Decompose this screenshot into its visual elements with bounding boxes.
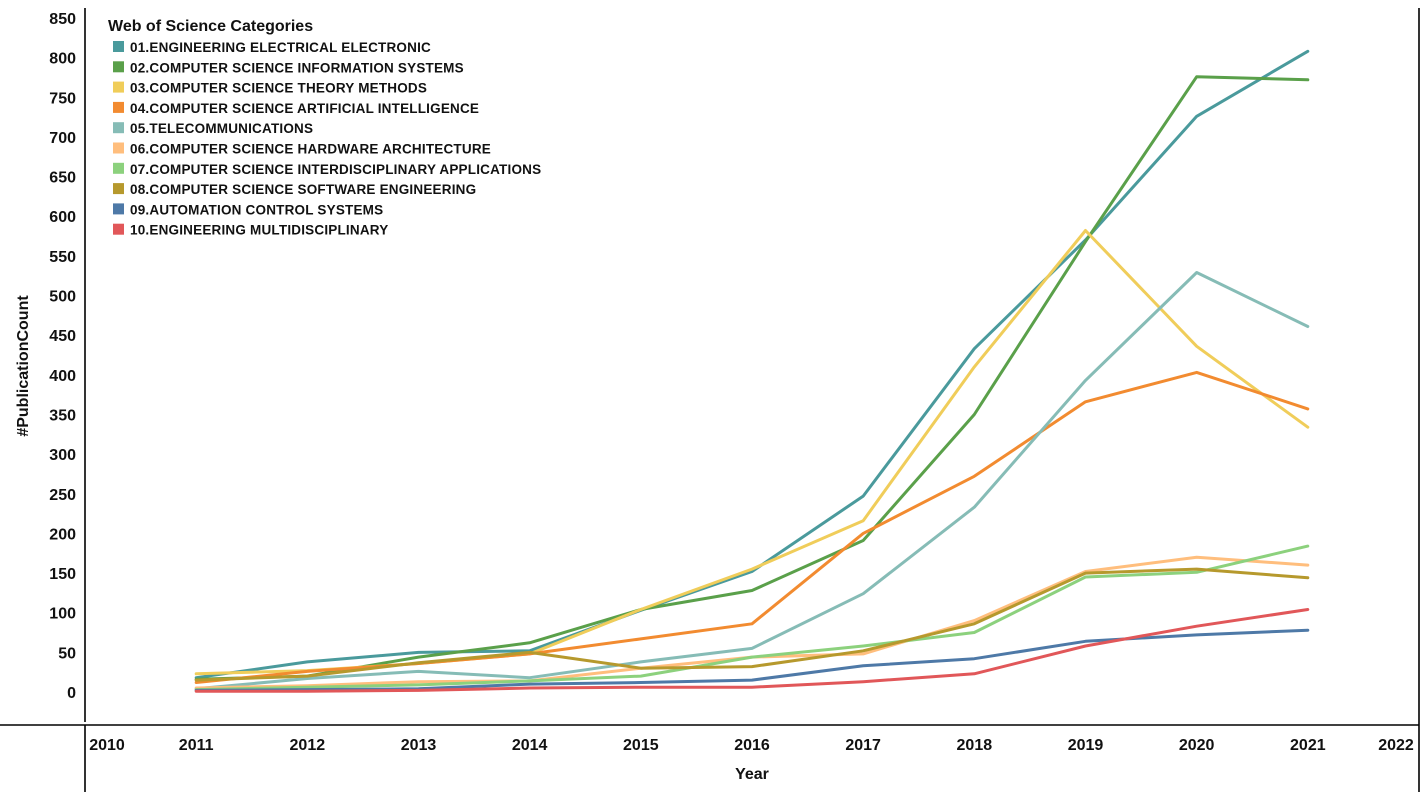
x-tick-label: 2011: [179, 737, 214, 754]
series-line-07: [194, 544, 1310, 692]
x-tick-label: 2014: [512, 737, 548, 754]
y-tick-label: 550: [49, 249, 76, 266]
y-tick-label: 200: [49, 526, 76, 543]
series-line-01: [194, 49, 1310, 680]
legend-label: 05.TELECOMMUNICATIONS: [130, 121, 313, 136]
x-tick-label: 2019: [1068, 737, 1104, 754]
y-tick-label: 700: [49, 130, 76, 147]
legend-label: 07.COMPUTER SCIENCE INTERDISCIPLINARY AP…: [130, 162, 541, 177]
legend-swatch: [113, 162, 124, 174]
legend-swatch: [113, 142, 124, 154]
legend-label: 04.COMPUTER SCIENCE ARTIFICIAL INTELLIGE…: [130, 101, 479, 116]
y-tick-label: 0: [67, 685, 76, 702]
legend-items: 01.ENGINEERING ELECTRICAL ELECTRONIC 02.C…: [113, 40, 541, 238]
legend-label: 06.COMPUTER SCIENCE HARDWARE ARCHITECTUR…: [130, 142, 491, 157]
series-line-09: [194, 628, 1310, 692]
series-line-10: [194, 608, 1310, 693]
y-axis-title: #PublicationCount: [15, 295, 32, 437]
y-tick-label: 750: [49, 90, 76, 107]
x-tick-label: 2022: [1378, 737, 1414, 754]
legend-label: 03.COMPUTER SCIENCE THEORY METHODS: [130, 81, 427, 96]
series-line-08: [194, 567, 1310, 682]
legend-label: 10.ENGINEERING MULTIDISCIPLINARY: [130, 223, 388, 238]
x-axis-title: Year: [735, 766, 769, 783]
y-tick-label: 400: [49, 368, 76, 385]
legend-label: 01.ENGINEERING ELECTRICAL ELECTRONIC: [130, 40, 431, 55]
y-tick-label: 800: [49, 51, 76, 68]
y-tick-label: 850: [49, 11, 76, 28]
x-tick-label: 2010: [89, 737, 125, 754]
x-tick-label: 2021: [1290, 737, 1326, 754]
series-lines: [194, 49, 1310, 693]
y-tick-label: 300: [49, 447, 76, 464]
legend-label: 08.COMPUTER SCIENCE SOFTWARE ENGINEERING: [130, 182, 476, 197]
x-tick-label: 2018: [957, 737, 993, 754]
x-tick-label: 2020: [1179, 737, 1215, 754]
legend-label: 09.AUTOMATION CONTROL SYSTEMS: [130, 202, 383, 217]
y-tick-label: 500: [49, 289, 76, 306]
y-tick-label: 650: [49, 170, 76, 187]
series-line-02: [194, 75, 1310, 681]
x-tick-label: 2016: [734, 737, 770, 754]
y-tick-label: 50: [58, 645, 76, 662]
y-axis-ticks: 0 50 100 150 200 250 300 350 400 450 500 550 600 650 7…: [49, 11, 76, 702]
legend-swatch: [113, 223, 124, 235]
legend-swatch: [113, 41, 124, 52]
legend: Web of Science Categories 01.ENGINEERING…: [108, 18, 541, 238]
legend-label: 02.COMPUTER SCIENCE INFORMATION SYSTEMS: [130, 60, 464, 75]
legend-title: Web of Science Categories: [108, 18, 313, 35]
x-tick-label: 2012: [290, 737, 326, 754]
legend-swatch: [113, 203, 124, 215]
y-tick-label: 600: [49, 209, 76, 226]
y-tick-label: 350: [49, 407, 76, 424]
legend-swatch: [113, 81, 124, 93]
y-tick-label: 150: [49, 566, 76, 583]
legend-swatch: [113, 122, 124, 134]
series-line-05: [194, 271, 1310, 691]
y-tick-label: 450: [49, 328, 76, 345]
series-line-03: [194, 229, 1310, 676]
x-axis-ticks: 2010 2011 2012 2013 2014 2015 2016 2017 2018 2019…: [89, 737, 1414, 754]
y-tick-label: 100: [49, 606, 76, 623]
x-tick-label: 2015: [623, 737, 659, 754]
x-tick-label: 2017: [845, 737, 881, 754]
y-tick-label: 250: [49, 487, 76, 504]
legend-swatch: [113, 61, 124, 73]
legend-swatch: [113, 101, 124, 113]
legend-swatch: [113, 183, 124, 195]
x-tick-label: 2013: [401, 737, 437, 754]
